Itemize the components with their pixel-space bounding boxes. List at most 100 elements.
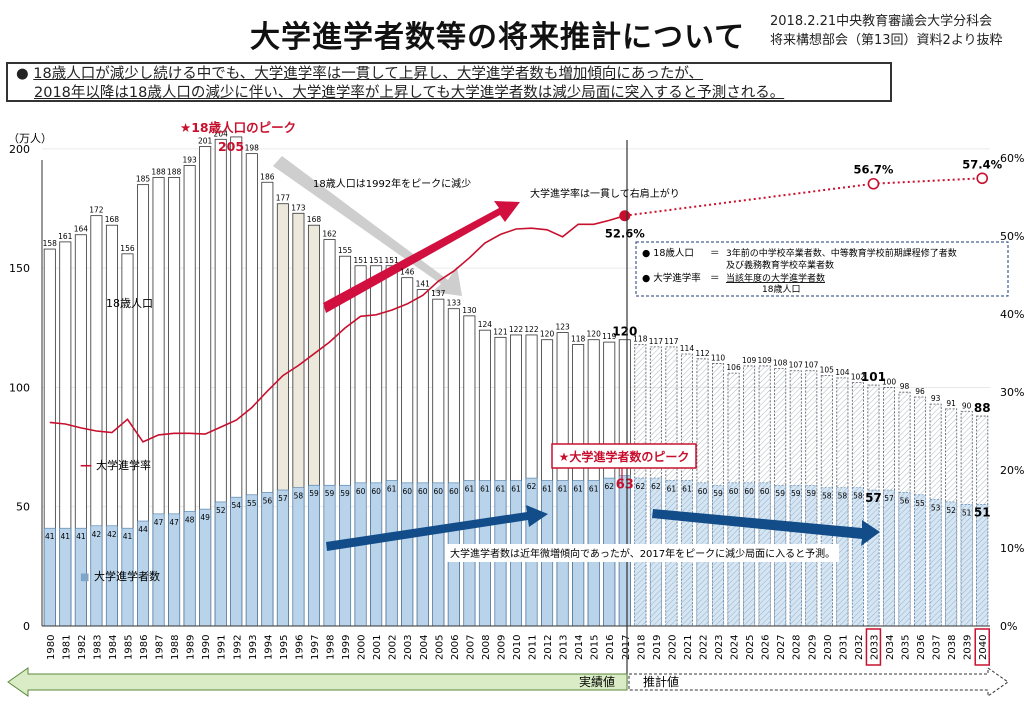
population-value-label: 96 bbox=[915, 387, 925, 396]
entrants-value-label: 61 bbox=[682, 484, 692, 493]
y-left-tick: 200 bbox=[9, 143, 30, 156]
population-value-label: 90 bbox=[962, 401, 972, 410]
population-value-label: 114 bbox=[680, 344, 695, 353]
population-value-label: 108 bbox=[773, 358, 788, 367]
population-value-label: 117 bbox=[649, 337, 664, 346]
population-value-2033: 101 bbox=[861, 370, 886, 384]
x-tick-label: 2007 bbox=[465, 635, 476, 660]
x-tick-label: 2017 bbox=[621, 635, 632, 660]
legend-population: 18歳人口 bbox=[106, 297, 153, 310]
y-right-tick: 10% bbox=[1000, 542, 1024, 555]
population-value-label: 122 bbox=[509, 325, 524, 334]
x-tick-label: 2028 bbox=[792, 635, 803, 660]
entrants-value-label: 52 bbox=[216, 506, 226, 515]
def-row2-den: 18歳人口 bbox=[762, 283, 800, 295]
population-value-label: 102 bbox=[851, 373, 866, 382]
entrants-bar bbox=[59, 527, 72, 627]
x-tick-label: 2022 bbox=[698, 635, 709, 660]
population-value-label: 164 bbox=[74, 225, 89, 234]
entrants-value-label: 60 bbox=[402, 487, 412, 496]
def-row2-term: ● 大学進学率 bbox=[642, 272, 701, 284]
entrants-value-label: 61 bbox=[667, 484, 677, 493]
actual-arrow bbox=[7, 667, 628, 697]
summary-text-2: 2018年以降は18歳人口の減少に伴い、大学進学率が上昇しても大学進学者数は減少… bbox=[34, 85, 785, 101]
population-value-2040: 88 bbox=[974, 401, 991, 415]
page-title: 大学進学者数等の将来推計について bbox=[250, 20, 746, 55]
summary-text-1: 18歳人口が減少し続ける中でも、大学進学率は一貫して上昇し、大学進学者数も増加傾… bbox=[33, 66, 704, 82]
rate-point-2017 bbox=[619, 210, 631, 222]
entrants-value-label: 62 bbox=[651, 482, 661, 491]
population-value-label: 173 bbox=[291, 203, 306, 212]
population-value-label: 137 bbox=[431, 289, 446, 298]
population-value-label: 156 bbox=[120, 244, 135, 253]
x-tick-label: 2006 bbox=[450, 635, 461, 660]
entrants-bar bbox=[385, 480, 398, 627]
entrants-value-label: 61 bbox=[465, 484, 475, 493]
x-tick-label: 2005 bbox=[434, 635, 445, 660]
def-row1-def2: 及び義務教育学校卒業者数 bbox=[726, 259, 834, 271]
source-line-1: 2018.2.21中央教育審議会大学分科会 bbox=[770, 14, 993, 29]
x-tick-label: 2012 bbox=[543, 635, 554, 660]
entrants-bar bbox=[976, 504, 989, 627]
population-value-2017: 120 bbox=[612, 325, 637, 339]
entrants-peak-box bbox=[551, 443, 697, 469]
population-value-label: 188 bbox=[151, 167, 166, 176]
x-tick-label: 1988 bbox=[170, 635, 181, 660]
x-tick-label: 2010 bbox=[512, 635, 523, 660]
entrants-value-label: 60 bbox=[418, 487, 428, 496]
y-right-tick: 60% bbox=[1000, 152, 1024, 165]
x-tick-label: 2020 bbox=[667, 635, 678, 660]
x-tick-label: 2009 bbox=[496, 635, 507, 660]
y-left-tick: 0 bbox=[23, 620, 30, 633]
x-tick-label: 2011 bbox=[528, 635, 539, 660]
population-value-label: 123 bbox=[555, 323, 570, 332]
forecast-label: 推計値 bbox=[643, 674, 679, 689]
highlight-year-box bbox=[974, 628, 990, 666]
entrants-value-label: 44 bbox=[138, 525, 148, 534]
population-value-label: 133 bbox=[447, 299, 462, 308]
x-tick-label: 1995 bbox=[279, 635, 290, 660]
entrants-bar bbox=[432, 482, 445, 627]
population-value-label: 130 bbox=[462, 306, 477, 315]
x-tick-label: 2035 bbox=[901, 635, 912, 660]
x-tick-label: 2036 bbox=[916, 635, 927, 660]
x-tick-label: 1981 bbox=[61, 635, 72, 660]
rate-line-layer: 52.6% 56.7% 57.4% bbox=[49, 157, 1003, 443]
entrants-bar bbox=[261, 492, 274, 627]
entrants-bar bbox=[276, 489, 289, 627]
entrants-value-label: 48 bbox=[185, 515, 195, 524]
rate-rise-annotation: 大学進学率は一貫して右肩上がり bbox=[530, 187, 680, 200]
entrants-value-label: 61 bbox=[511, 484, 521, 493]
population-value-label: 177 bbox=[276, 194, 291, 203]
entrants-bar bbox=[370, 482, 383, 627]
population-value-label: 119 bbox=[602, 332, 617, 341]
axes: （万人） 0 50 100 150 200 0% 10% 20% 30% 40% 50% 60% bbox=[8, 132, 1024, 633]
x-tick-label: 2024 bbox=[730, 635, 741, 660]
entrants-value-label: 61 bbox=[496, 484, 506, 493]
x-tick-label: 2029 bbox=[807, 635, 818, 660]
population-value-label: 172 bbox=[89, 206, 104, 215]
summary-line-1: ● 18歳人口が減少し続ける中でも、大学進学率は一貫して上昇し、大学進学者数も増… bbox=[16, 65, 890, 84]
entrants-value-label: 60 bbox=[449, 487, 459, 496]
x-tick-label: 1986 bbox=[139, 635, 150, 660]
entrants-value-label: 47 bbox=[169, 518, 179, 527]
rate-label-2017: 52.6% bbox=[605, 227, 645, 241]
y-left-unit: （万人） bbox=[8, 132, 52, 145]
entrants-bar bbox=[230, 496, 243, 627]
x-tick-label: 2032 bbox=[854, 635, 865, 660]
bullet-icon: ● bbox=[16, 66, 29, 82]
def-row1-term: ● 18歳人口 bbox=[642, 247, 694, 259]
entrants-value-label: 62 bbox=[636, 482, 646, 491]
entrants-value-label: 61 bbox=[558, 484, 568, 493]
rate-label-2040: 57.4% bbox=[962, 157, 1002, 171]
population-value-label: 105 bbox=[820, 366, 835, 375]
x-tick-label: 2018 bbox=[636, 635, 647, 660]
entrants-value-label: 41 bbox=[76, 532, 86, 541]
entrants-value-label: 56 bbox=[900, 496, 910, 505]
entrants-bar bbox=[354, 482, 367, 627]
entrants-value-label: 47 bbox=[154, 518, 164, 527]
entrants-value-label: 60 bbox=[698, 487, 708, 496]
entrants-value-label: 62 bbox=[604, 482, 614, 491]
y-right-tick: 30% bbox=[1000, 386, 1024, 399]
population-value-label: 155 bbox=[338, 246, 353, 255]
